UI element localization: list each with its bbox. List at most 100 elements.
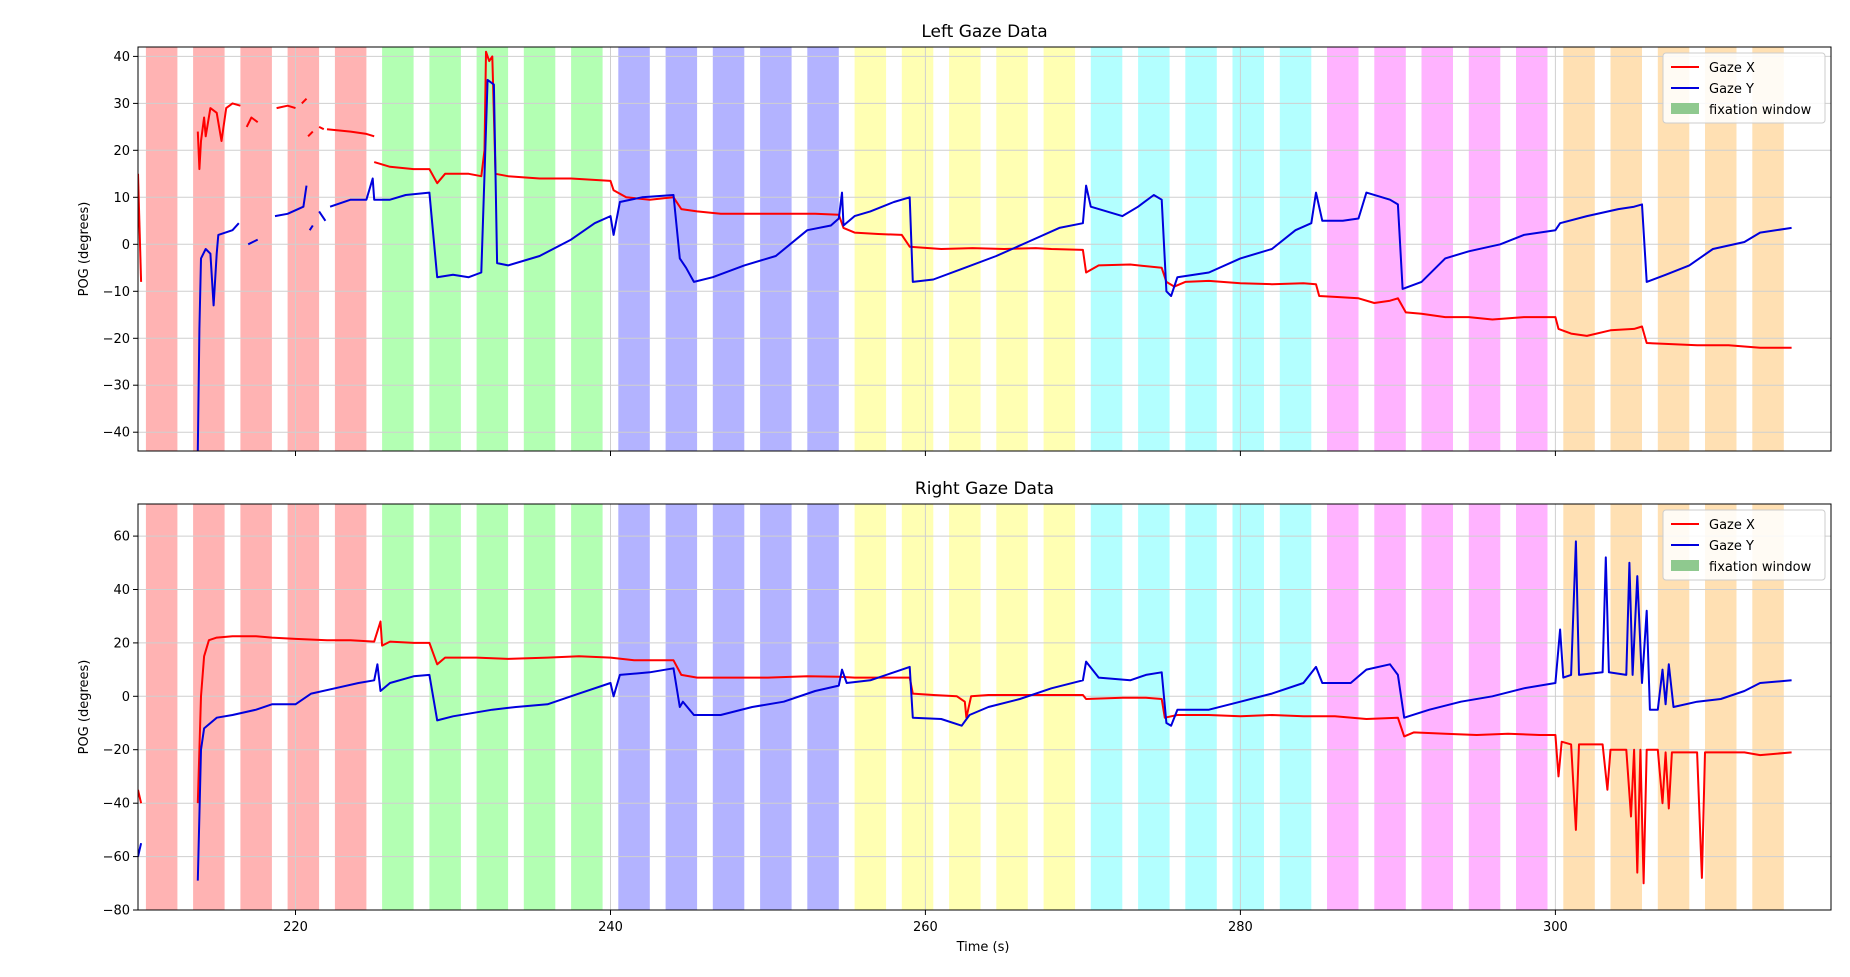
fixation-window-band <box>712 504 745 910</box>
legend-gaze-y-label: Gaze Y <box>1709 82 1754 97</box>
legend-box <box>1662 509 1826 581</box>
y-tick-label: 30 <box>113 97 130 112</box>
gaze-y-line <box>138 842 143 857</box>
fixation-window-band <box>807 504 839 910</box>
x-tick-label: 240 <box>598 920 623 935</box>
fixation-window-band <box>807 47 839 451</box>
fixation-window-band <box>523 47 556 451</box>
fixation-window-band <box>760 47 792 451</box>
gaze-y-line <box>308 224 314 231</box>
fixation-window-band <box>382 504 414 910</box>
legend-gaze-x-label: Gaze X <box>1709 518 1755 533</box>
y-tick-label: 10 <box>113 191 130 206</box>
x-tick-label: 300 <box>1543 920 1568 935</box>
left-gaze-panel: −40 −30 −20 −10 0 10 20 30 40 Left Gaze Data POG… <box>77 22 1832 456</box>
y-tick-label: −40 <box>103 426 130 441</box>
fixation-window-band <box>1468 47 1501 451</box>
fixation-window-band <box>1468 504 1501 910</box>
gaze-x-line <box>326 128 375 138</box>
fixation-window-band <box>1421 47 1453 451</box>
fixation-window-band <box>1185 47 1217 451</box>
fixation-window-bands <box>145 504 1784 910</box>
y-tick-label: 40 <box>113 50 130 65</box>
fixation-window-band <box>1516 504 1548 910</box>
legend-fixation-window-swatch <box>1671 103 1699 114</box>
fixation-window-band <box>571 47 603 451</box>
x-tick-label: 220 <box>283 920 308 935</box>
fixation-window-band <box>240 47 272 451</box>
y-axis-label: POG (degrees) <box>77 202 92 297</box>
fixation-window-band <box>1185 504 1217 910</box>
legend-gaze-y-label: Gaze Y <box>1709 539 1754 554</box>
fixation-window-band <box>145 504 178 910</box>
series-lines <box>138 50 1792 451</box>
y-tick-label: 60 <box>113 530 130 545</box>
legend-fixation-window-label: fixation window <box>1709 560 1812 575</box>
fixation-window-band <box>287 47 320 451</box>
gaze-x-line <box>196 102 241 171</box>
chart-title: Left Gaze Data <box>921 22 1047 42</box>
y-tick-label: −80 <box>103 904 130 919</box>
fixation-window-band <box>334 504 367 910</box>
fixation-window-band <box>760 504 792 910</box>
y-tick-label: 0 <box>122 690 130 705</box>
fixation-window-band <box>476 504 509 910</box>
fixation-window-band <box>618 47 650 451</box>
gaze-y-line <box>196 222 240 451</box>
fixation-window-band <box>712 47 745 451</box>
gaze-x-line <box>245 116 259 128</box>
grid-lines <box>138 47 1831 451</box>
y-tick-label: 20 <box>113 636 130 651</box>
fixation-window-band <box>1516 47 1548 451</box>
fixation-window-band <box>145 47 178 451</box>
fixation-window-band <box>1563 504 1595 910</box>
gaze-x-line <box>307 130 314 138</box>
fixation-window-band <box>1232 504 1264 910</box>
gaze-y-line <box>274 185 308 218</box>
fixation-window-band <box>1610 47 1642 451</box>
fixation-window-band <box>1327 47 1359 451</box>
y-tick-label: 20 <box>113 144 130 159</box>
fixation-window-band <box>287 504 320 910</box>
legend: Gaze X Gaze Y fixation window <box>1662 52 1826 124</box>
gaze-y-line <box>247 238 259 246</box>
legend-fixation-window-swatch <box>1671 560 1699 571</box>
fixation-window-band <box>1232 47 1264 451</box>
y-tick-label: 0 <box>122 238 130 253</box>
chart-title: Right Gaze Data <box>915 479 1054 499</box>
gaze-y-line <box>196 540 1792 881</box>
fixation-window-band <box>571 504 603 910</box>
gaze-x-line <box>138 173 143 282</box>
y-tick-label: −40 <box>103 797 130 812</box>
fixation-window-band <box>334 47 367 451</box>
fixation-window-band <box>854 47 887 451</box>
fixation-window-band <box>618 504 650 910</box>
axis-ticks: −80 −60 −40 −20 0 20 40 60 220 240 260 280 300 <box>103 530 1568 935</box>
axes-frame <box>137 503 1832 911</box>
y-tick-label: −20 <box>103 743 130 758</box>
fixation-window-band <box>901 504 934 910</box>
right-gaze-panel: −80 −60 −40 −20 0 20 40 60 220 240 260 280 300 Right… <box>77 479 1832 935</box>
fixation-window-band <box>1279 504 1312 910</box>
gaze-x-line <box>276 104 296 110</box>
y-tick-label: −30 <box>103 379 130 394</box>
fixation-window-band <box>996 504 1028 910</box>
y-axis-label: POG (degrees) <box>77 660 92 755</box>
x-tick-label: 260 <box>913 920 938 935</box>
fixation-window-band <box>1374 504 1406 910</box>
fixation-window-band <box>382 47 414 451</box>
fixation-window-band <box>523 504 556 910</box>
x-axis-label: Time (s) <box>956 940 1010 955</box>
fixation-window-band <box>1327 504 1359 910</box>
fixation-window-band <box>240 504 272 910</box>
gaze-x-line <box>196 620 1792 885</box>
gaze-x-line <box>318 126 325 131</box>
legend: Gaze X Gaze Y fixation window <box>1662 509 1826 581</box>
gaze-x-line <box>138 789 143 804</box>
y-tick-label: 40 <box>113 583 130 598</box>
fixation-window-band <box>1090 47 1123 451</box>
axes-frame <box>137 46 1832 452</box>
fixation-window-band <box>1563 47 1595 451</box>
fixation-window-band <box>1279 47 1312 451</box>
fixation-window-band <box>1043 504 1076 910</box>
